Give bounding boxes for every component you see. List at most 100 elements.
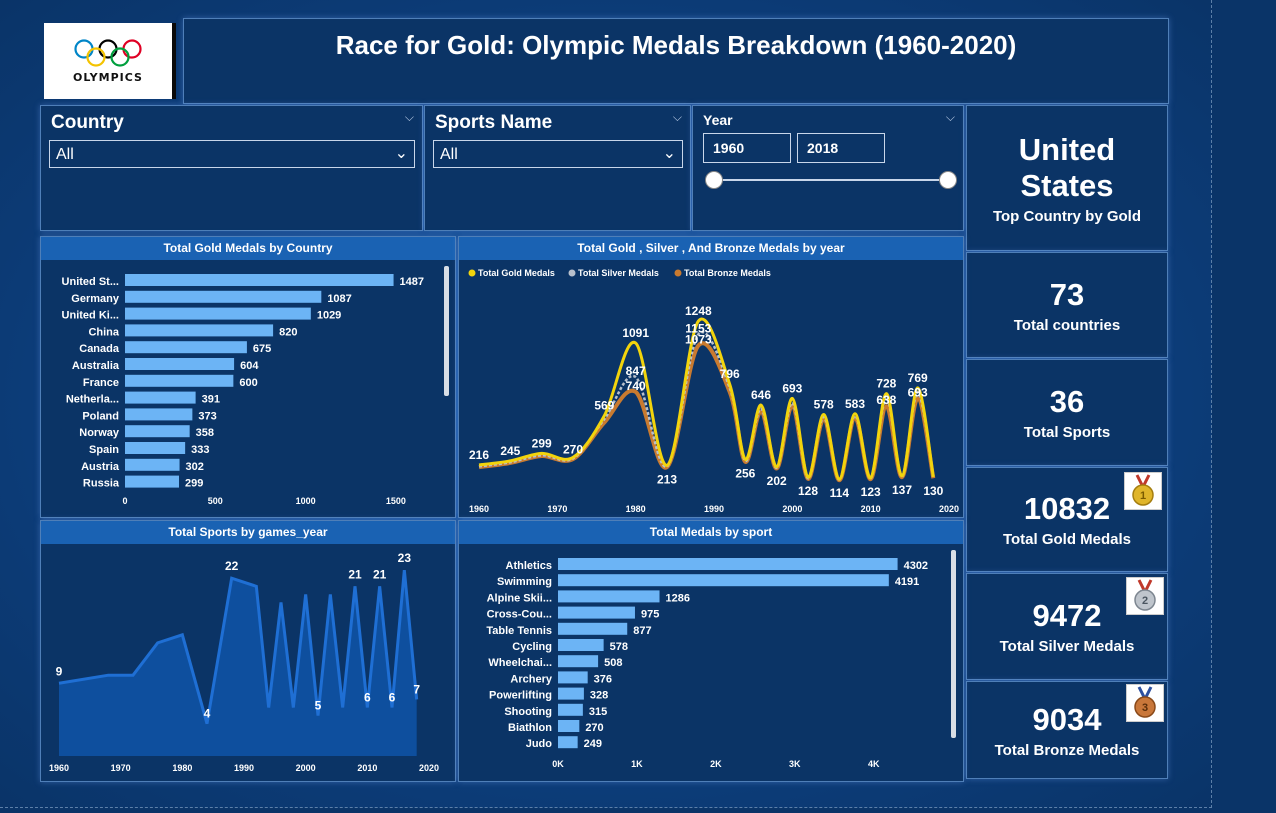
category-label: Russia [83,478,120,490]
data-label: 638 [876,393,896,407]
legend-marker [468,269,476,277]
legend-label: Total Bronze Medals [684,268,771,278]
year-slider-track[interactable] [713,179,949,181]
data-label: 583 [845,397,865,411]
category-label: Archery [510,673,552,685]
kpi-sports-label: Total Sports [1023,424,1111,441]
kpi-gold-label: Total Gold Medals [1002,531,1132,548]
scrollbar [951,550,956,738]
gold-by-country-chart: Total Gold Medals by Country United St..… [40,236,456,518]
year-start-input[interactable]: 1960 [703,133,791,163]
bar [125,475,180,488]
x-tick-label: 1980 [172,763,192,773]
chevron-down-icon[interactable]: ⌵ [945,110,955,124]
category-label: Australia [72,360,120,372]
data-label: 249 [584,738,602,750]
data-label: 213 [657,472,677,486]
data-label: 373 [198,410,216,422]
bar [125,324,274,337]
data-label: 23 [398,551,412,565]
data-label: 1153 [685,321,711,335]
sports-slicer-label: Sports Name [435,112,553,133]
data-label: 299 [185,478,203,490]
x-tick-label: 1970 [111,763,131,773]
bar [558,590,660,603]
category-label: Swimming [497,576,552,588]
kpi-sports: 36 Total Sports [966,359,1168,466]
data-label: 4 [204,707,211,721]
kpi-countries-value: 73 [1049,276,1085,312]
x-tick-label: 1000 [296,496,316,506]
kpi-bronze-label: Total Bronze Medals [994,741,1140,759]
x-tick-label: 2020 [419,763,439,773]
bar [558,703,583,716]
series-line [58,570,419,725]
category-label: Netherla... [66,394,119,406]
data-label: 796 [720,367,740,381]
bar [558,622,628,635]
olympics-logo: OLYMPICS [44,23,176,99]
bar [558,736,578,749]
data-label: 769 [908,371,928,385]
country-dropdown[interactable]: All ⌄ [49,140,415,168]
x-tick-label: 0 [122,496,127,506]
data-label: 508 [604,657,622,669]
kpi-top-country-line2: States [1020,167,1114,203]
bronze-medal-icon: 3 [1126,684,1164,722]
x-tick-label: 3K [789,759,801,769]
year-slider-start-handle[interactable] [705,171,723,189]
category-label: Judo [526,738,553,750]
legend-marker [674,269,682,277]
category-label: Cross-Cou... [487,609,552,621]
data-label: 315 [589,706,607,718]
data-label: 333 [191,444,209,456]
data-label: 847 [626,364,646,378]
x-tick-label: 1970 [547,504,567,514]
category-label: China [88,326,119,338]
legend-label: Total Silver Medals [578,268,659,278]
svg-text:3: 3 [1142,702,1148,714]
data-label: 877 [633,625,651,637]
data-label: 1091 [622,326,649,340]
data-label: 693 [782,381,802,395]
chevron-down-icon[interactable]: ⌵ [672,110,682,124]
chart-title: Total Medals by sport [459,521,963,544]
data-label: 7 [413,682,420,696]
bar [558,687,584,700]
silver-medal-icon: 2 [1126,577,1164,615]
data-label: 1487 [400,276,424,288]
country-slicer-label: Country [51,112,124,133]
x-tick-label: 2000 [782,504,802,514]
chevron-down-icon[interactable]: ⌵ [404,110,414,124]
title-panel: Race for Gold: Olympic Medals Breakdown … [183,18,1169,104]
year-slider-end-handle[interactable] [939,171,957,189]
x-tick-label: 0K [552,759,564,769]
data-label: 302 [186,461,204,473]
legend-marker [568,269,576,277]
chevron-down-icon: ⌄ [662,145,676,162]
data-label: 728 [876,377,896,391]
bar [558,574,889,587]
year-end-input[interactable]: 2018 [797,133,885,163]
sports-by-year-chart: Total Sports by games_year 9 4 22 5 21 6 21 6 23… [40,520,456,782]
sports-dropdown[interactable]: All ⌄ [433,140,683,168]
data-label: 114 [830,486,850,500]
area-fill [59,570,417,756]
category-label: Germany [71,293,120,305]
data-label: 646 [751,388,771,402]
year-slicer: Year ⌵ 1960 2018 [692,105,964,231]
category-label: Biathlon [508,722,552,734]
category-label: Alpine Skii... [487,592,552,604]
data-label: 820 [279,326,297,338]
data-label: 358 [196,427,214,439]
kpi-gold-value: 10832 [1023,491,1111,526]
kpi-top-country-value: United States [1019,132,1115,204]
bar [558,671,588,684]
bar [125,442,186,454]
kpi-silver: 9472 Total Silver Medals [966,573,1168,680]
category-label: Norway [79,427,120,439]
x-tick-label: 1980 [626,504,646,514]
bar [558,606,635,619]
data-label: 1087 [327,293,351,305]
gold-by-country-svg: United St... 1487 Germany 1087 United Ki... 1… [62,266,449,506]
